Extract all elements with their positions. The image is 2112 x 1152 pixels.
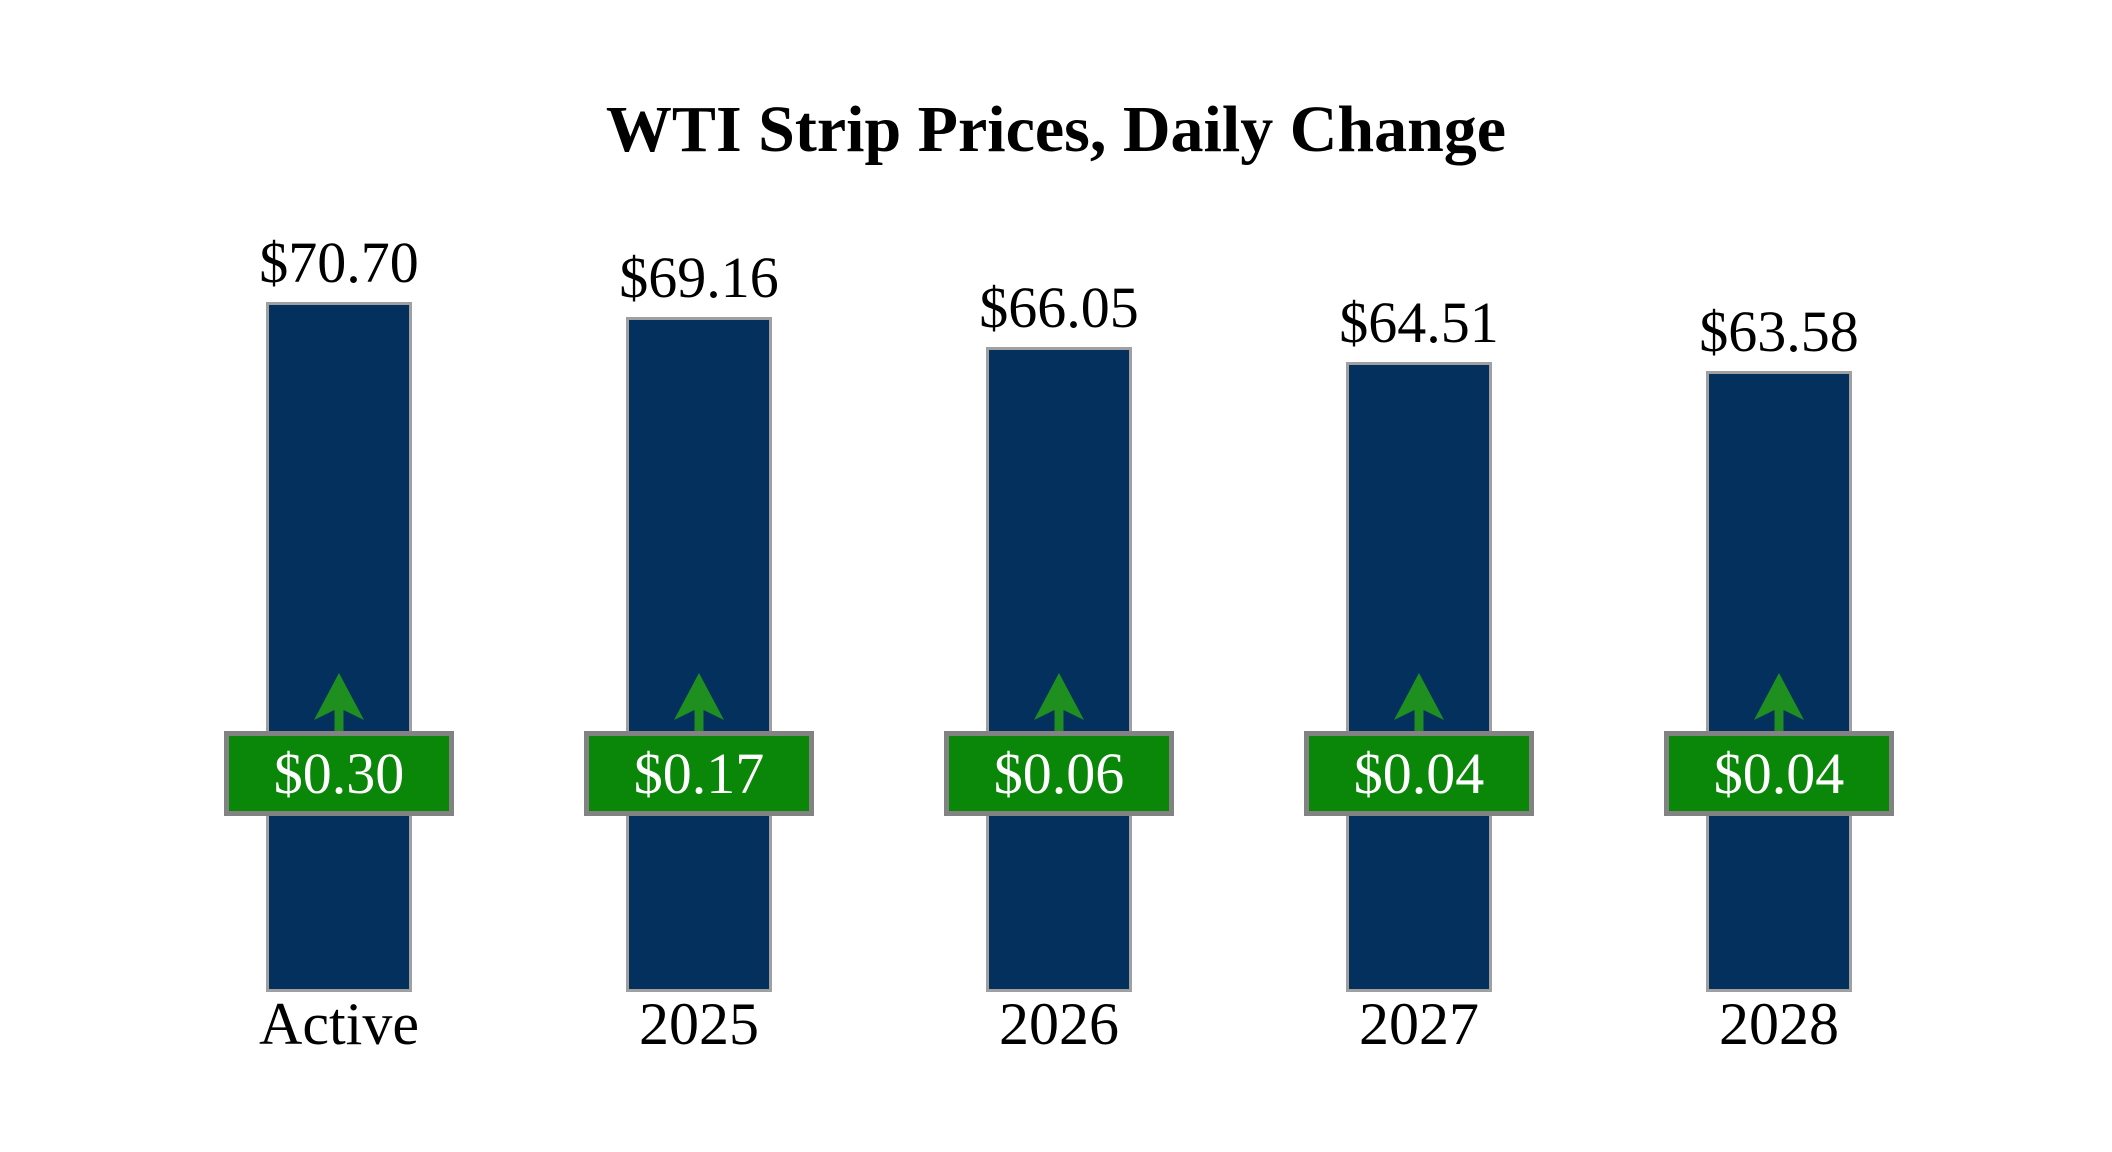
- change-badge: $0.30: [224, 731, 454, 816]
- change-value-label: $0.04: [1713, 740, 1845, 806]
- change-value-label: $0.17: [633, 740, 765, 806]
- change-value-label: $0.30: [273, 740, 405, 806]
- bar-group: $66.05 $0.06 2026: [879, 0, 1239, 1152]
- up-arrow-icon: [1754, 673, 1804, 731]
- bar-value-label: $63.58: [1699, 299, 1859, 364]
- category-label: 2025: [639, 991, 759, 1057]
- bar-group: $64.51 $0.04 2027: [1239, 0, 1599, 1152]
- change-badge: $0.04: [1304, 731, 1534, 816]
- up-arrow-icon: [674, 673, 724, 731]
- bar-group: $63.58 $0.04 2028: [1599, 0, 1959, 1152]
- change-value-label: $0.06: [993, 740, 1125, 806]
- bar-value-label: $69.16: [619, 245, 779, 310]
- up-arrow-icon: [314, 673, 364, 731]
- change-badge: $0.17: [584, 731, 814, 816]
- bar-value-label: $64.51: [1339, 290, 1499, 355]
- bar-group: $69.16 $0.17 2025: [519, 0, 879, 1152]
- chart-title: WTI Strip Prices, Daily Change: [605, 93, 1507, 166]
- category-label: 2026: [999, 991, 1119, 1057]
- category-label: 2028: [1719, 991, 1839, 1057]
- category-label: Active: [259, 991, 419, 1057]
- change-badge: $0.04: [1664, 731, 1894, 816]
- bar-group: $70.70 $0.30 Active: [159, 0, 519, 1152]
- bar-value-label: $66.05: [979, 275, 1139, 340]
- price-bar: [986, 347, 1132, 992]
- change-value-label: $0.04: [1353, 740, 1485, 806]
- price-bar: [266, 302, 412, 992]
- change-badge: $0.06: [944, 731, 1174, 816]
- price-bar: [626, 317, 772, 992]
- category-label: 2027: [1359, 991, 1479, 1057]
- bar-value-label: $70.70: [259, 230, 419, 295]
- up-arrow-icon: [1394, 673, 1444, 731]
- up-arrow-icon: [1034, 673, 1084, 731]
